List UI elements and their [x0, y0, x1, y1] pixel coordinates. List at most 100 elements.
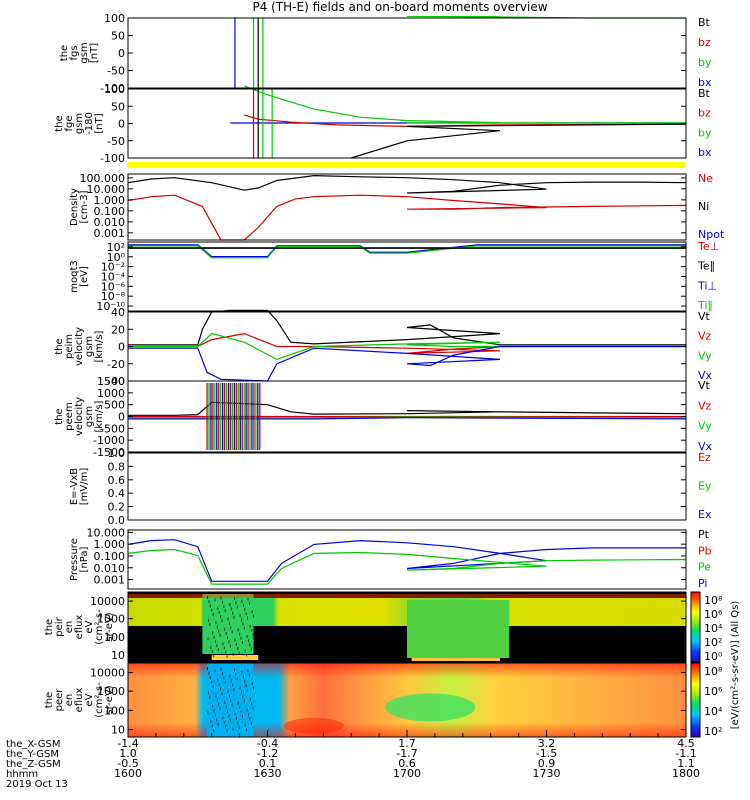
noise [251, 610, 253, 614]
ylabel-line: peer [54, 688, 65, 712]
legend-peem_velocity: Vz [698, 399, 712, 412]
panel-density [127, 174, 686, 241]
ytick-label: 0.4 [108, 487, 126, 500]
xaxis-row-label: the_Y-GSM [6, 749, 59, 760]
ylabel-line: en [64, 694, 75, 707]
noise [239, 632, 241, 636]
ylabel-line: [km/s] [94, 330, 105, 362]
legend-efield: Ex [698, 508, 712, 521]
legend-fge: Bt [698, 87, 711, 100]
ylabel-line: the [54, 408, 65, 424]
xaxis-row-label: 2019 Oct 13 [6, 779, 68, 790]
colorbar-tick: 10⁶ [704, 608, 723, 621]
ylabel-line: E=-VxB [69, 468, 80, 505]
noise [228, 714, 230, 718]
noise [229, 718, 231, 722]
panel-frame [127, 452, 687, 521]
noise [234, 712, 236, 716]
noise [249, 697, 251, 701]
ytick-label: 1000 [97, 387, 125, 400]
panel-frame [127, 529, 687, 590]
noise [230, 626, 232, 629]
noise [239, 686, 241, 690]
ylabel-line: the [54, 115, 65, 131]
noise [222, 716, 224, 720]
noise [230, 607, 232, 611]
ytick-label: 10 [111, 724, 125, 737]
ytick-label: 1000 [97, 685, 125, 698]
noise [235, 716, 237, 720]
noise [214, 669, 216, 673]
noise [215, 693, 217, 697]
noise [232, 683, 234, 687]
ytick-label: 0.010 [94, 562, 126, 575]
noise [210, 645, 212, 649]
xtick-label: -1.1 [675, 747, 696, 760]
noise [242, 622, 244, 626]
spectrogram-band [202, 594, 254, 654]
spectrogram-band [211, 655, 259, 660]
ytick-label: 1.000 [94, 194, 126, 207]
noise [253, 686, 255, 690]
series-Vt [128, 309, 686, 346]
panel-peem_velocity [128, 383, 686, 450]
ytick-label: 100 [104, 83, 125, 96]
noise [208, 671, 210, 675]
spectrogram-blob [284, 717, 344, 734]
xtick-label: -1.2 [257, 747, 278, 760]
series-Pi [127, 539, 686, 582]
noise [218, 611, 220, 614]
ytick-label: 10.000 [87, 183, 126, 196]
ytick-label: 40 [111, 306, 125, 319]
colorbar-peer [690, 662, 701, 738]
ytick-label: 0.2 [108, 501, 126, 514]
ylabel-line: moqt3 [69, 260, 80, 293]
noise [211, 680, 213, 684]
ytick-label: 100 [104, 631, 125, 644]
noise [228, 640, 230, 644]
noise [247, 713, 249, 717]
noise [240, 636, 242, 640]
noise [216, 718, 218, 722]
ytick-label: -1500 [93, 446, 125, 459]
ylabel-line: the [44, 692, 55, 708]
noise [251, 682, 253, 686]
ytick-label: 0 [118, 341, 125, 354]
colorbar-tick: 10² [704, 636, 722, 649]
xtick-label: -0.5 [117, 757, 138, 770]
noise [212, 684, 214, 688]
noise [237, 628, 239, 632]
panel-frame [127, 591, 687, 663]
ylabel-line: [nT] [89, 43, 100, 63]
noise [216, 644, 218, 647]
ytick-label: 0.100 [94, 205, 126, 218]
legend-temperature: Ti⊥ [697, 279, 717, 292]
noise [210, 720, 212, 724]
noise [223, 605, 225, 608]
ytick-label: 10 [111, 649, 125, 662]
xtick-label: 3.2 [538, 737, 556, 750]
noise [233, 615, 235, 619]
ylabel-line: (cm²-s- [94, 609, 105, 645]
ytick-label: 0.6 [108, 474, 126, 487]
noise [207, 711, 209, 715]
noise [217, 722, 219, 726]
noise [227, 709, 229, 713]
ylabel-line: [nPa] [79, 546, 90, 572]
noise [251, 629, 253, 632]
ylabel-line: gsm [74, 113, 85, 134]
noise [225, 725, 227, 729]
spectrogram-band [407, 600, 510, 658]
legend-peim_velocity: Vz [698, 330, 712, 343]
noise [240, 690, 242, 694]
noise [230, 699, 232, 702]
noise [246, 728, 248, 732]
panel-frame [127, 173, 687, 241]
ytick-label: -100 [100, 82, 125, 95]
noise [225, 705, 227, 709]
ytick-label: 500 [104, 399, 125, 412]
noise [216, 625, 218, 629]
noise [209, 695, 211, 699]
